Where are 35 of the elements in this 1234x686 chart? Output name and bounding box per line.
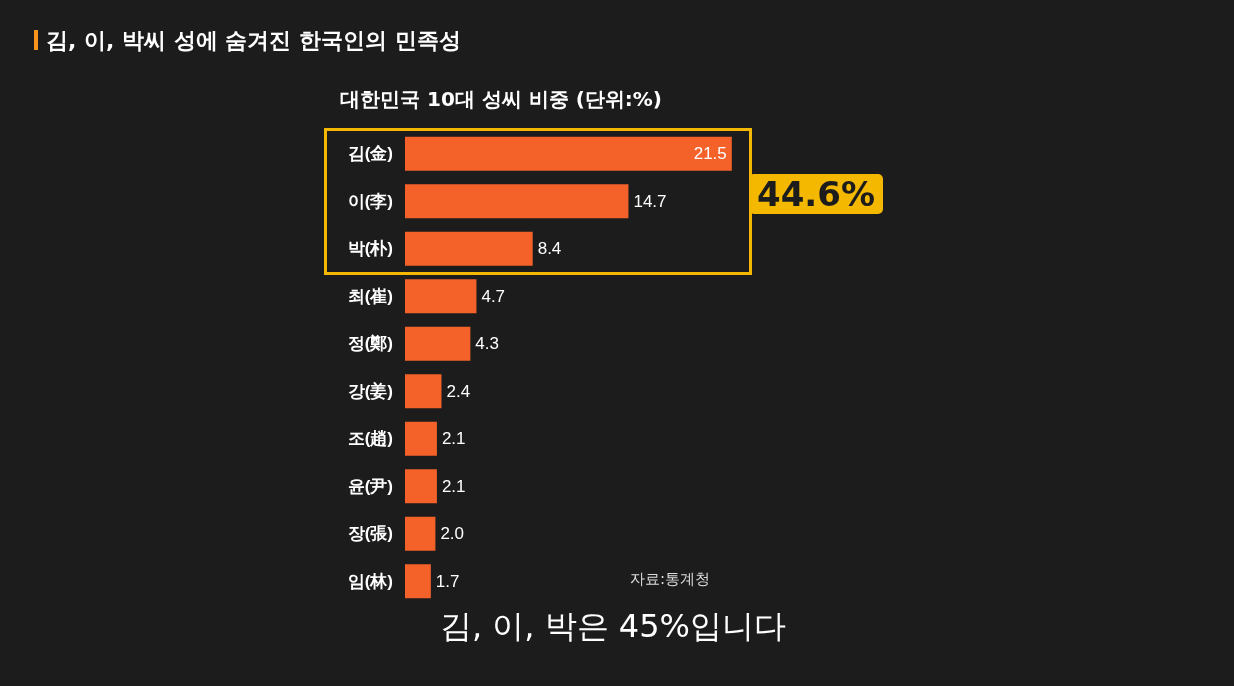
bar [405,516,436,551]
y-tick-label: 강(姜) [347,380,393,401]
y-tick-label: 조(趙) [347,429,393,449]
text: 김, 이, 박은 45%입니다 [440,606,786,647]
data-label: 21.5 [693,144,727,164]
text: 44.6% [749,174,883,214]
data-label: 8.4 [537,239,562,259]
bar [405,421,437,456]
y-tick-label: 임(林) [347,571,393,591]
y-tick-label: 윤(尹) [347,476,393,496]
annotation: 자료:통계청 [630,570,711,589]
y-tick-label: 장(張) [347,524,393,544]
bar [405,184,629,219]
bar [405,374,442,409]
data-label: 4.7 [481,286,506,306]
y-tick-label: 정(鄭) [347,334,393,354]
y-tick-label: 김(金) [347,144,393,164]
chart-subtitle: 대한민국 10대 성씨 비중 (단위:%) [340,86,663,113]
data-label: 1.7 [435,571,460,591]
data-label: 2.4 [446,381,471,401]
bar [405,469,437,504]
bar [405,136,732,171]
data-label: 2.0 [440,524,465,544]
bar [405,279,477,314]
y-tick-label: 최(崔) [347,286,393,306]
data-label: 14.7 [633,191,667,211]
y-tick-label: 이(李) [347,191,393,211]
bar [405,231,533,266]
chart-title: 김, 이, 박씨 성에 숨겨진 한국인의 민족성 [46,27,461,55]
data-label: 4.3 [475,334,499,354]
bar [405,326,471,361]
data-label: 2.1 [441,476,466,496]
y-tick-label: 박(朴) [347,239,393,259]
data-label: 2.1 [441,429,466,449]
bar [405,564,431,599]
